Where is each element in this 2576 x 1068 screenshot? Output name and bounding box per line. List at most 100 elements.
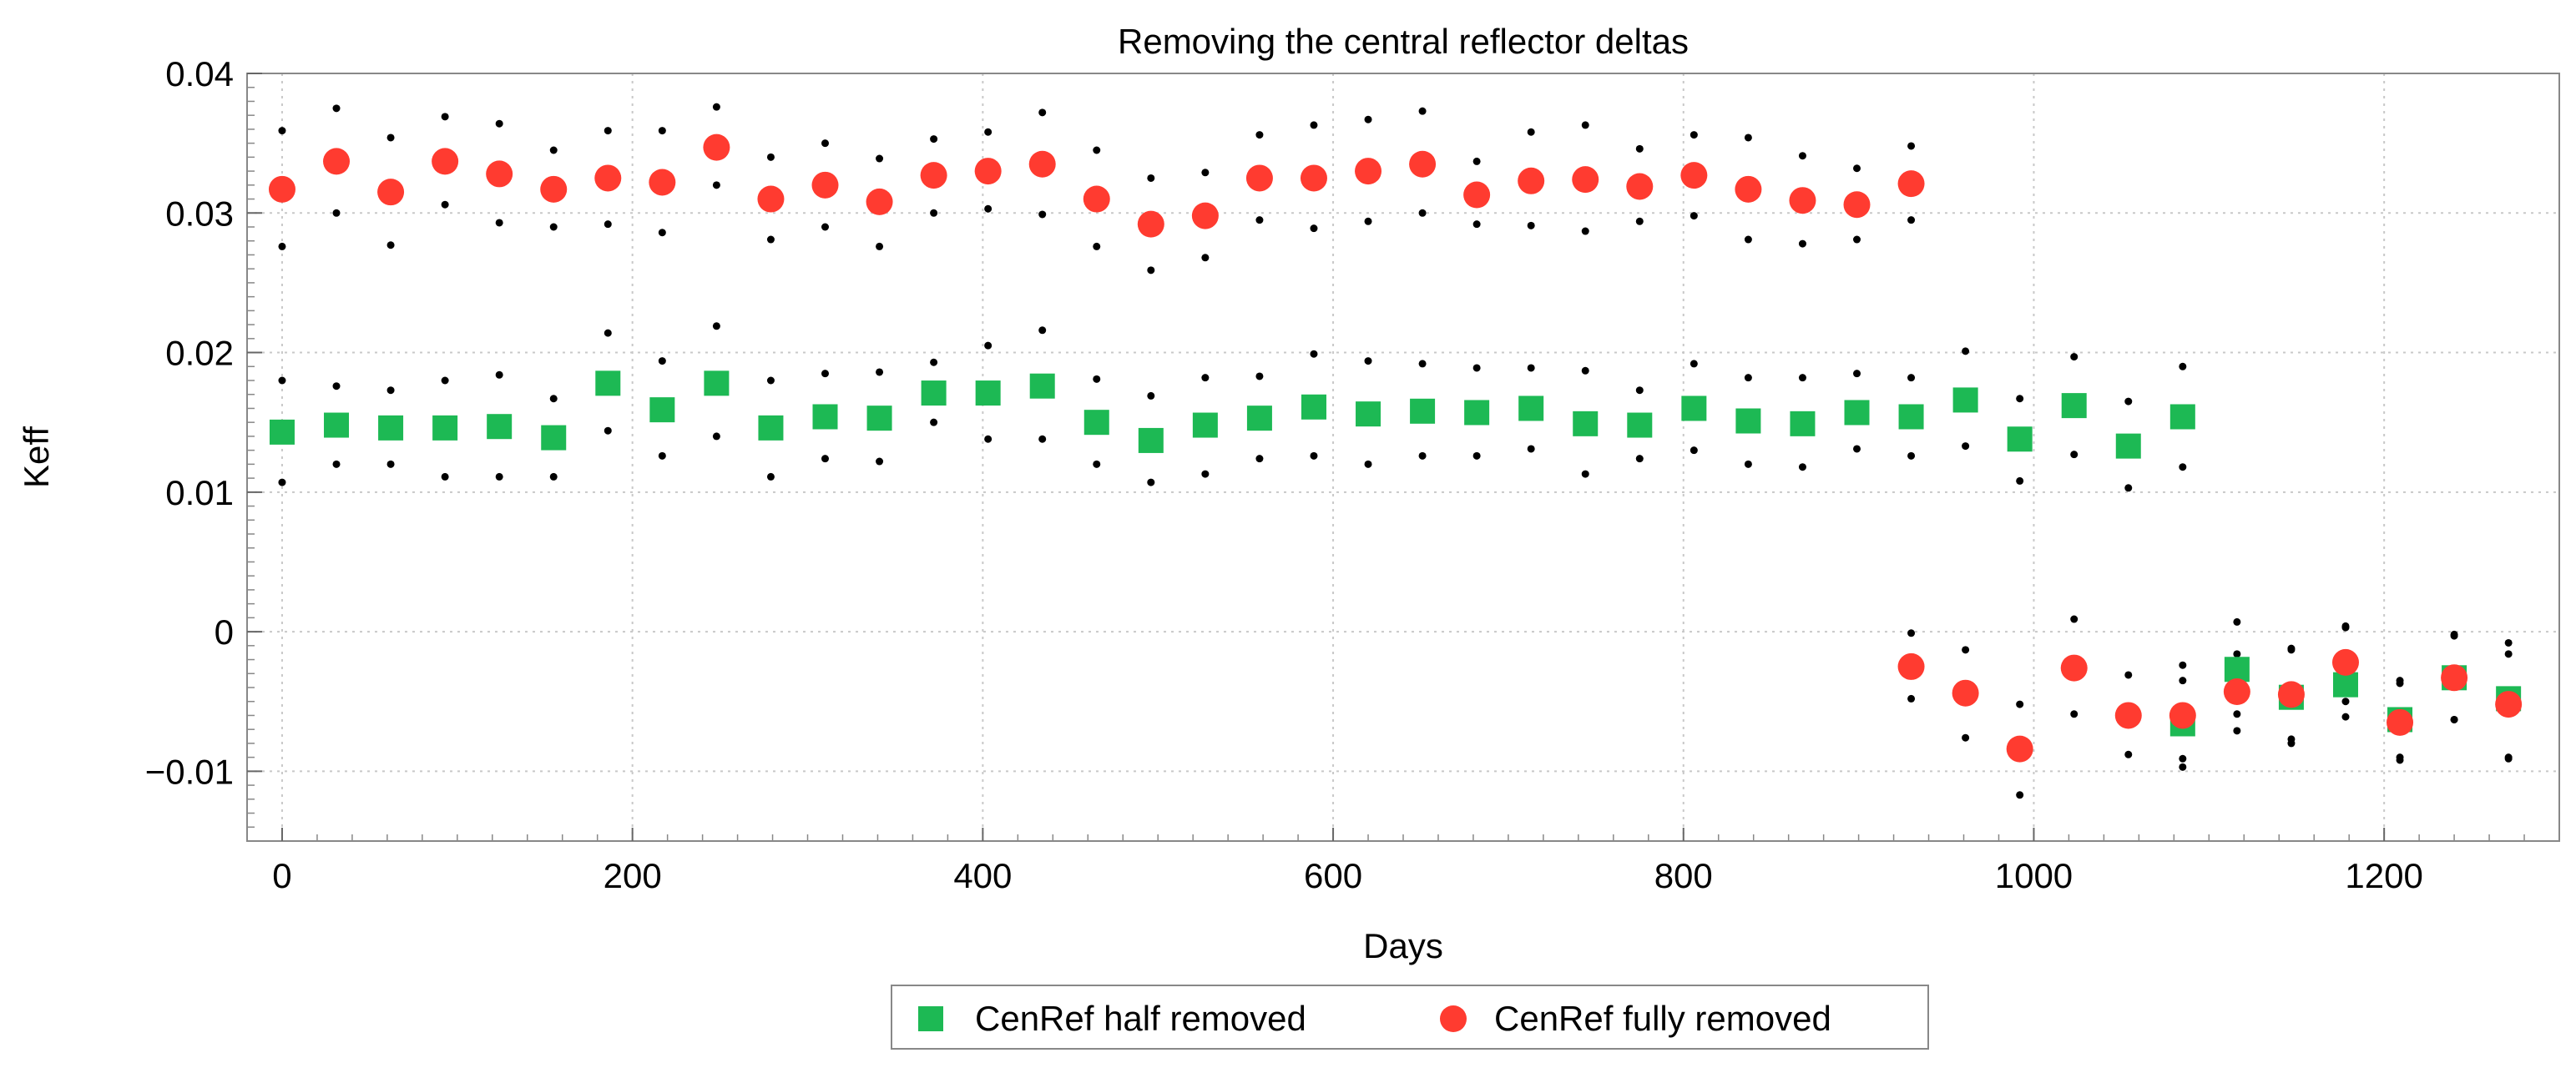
point-fully-removed [2495, 691, 2523, 718]
error-bound-dot [2233, 617, 2241, 626]
error-bound-dot [2504, 638, 2513, 647]
error-bound-dot [1093, 242, 1101, 250]
point-fully-removed [1897, 652, 1925, 680]
error-bound-dot [1962, 733, 1970, 742]
grid [247, 73, 2559, 841]
error-bound-dot [2070, 353, 2078, 361]
error-bound-dot [2341, 698, 2350, 706]
error-bound-dot [1147, 391, 1155, 400]
point-fully-removed [540, 175, 568, 203]
point-half-removed [1246, 406, 1272, 431]
error-bound-dot [2016, 700, 2024, 708]
error-bound-dot [2179, 362, 2187, 370]
point-fully-removed [486, 160, 513, 188]
error-bound-dot [1527, 364, 1535, 372]
point-fully-removed [703, 134, 730, 161]
error-bound-dot [386, 460, 395, 468]
plot-frame [246, 73, 2560, 842]
point-fully-removed [1735, 175, 1762, 203]
point-fully-removed [1626, 173, 1654, 200]
point-half-removed [758, 415, 784, 441]
point-half-removed [1301, 394, 1326, 420]
error-bound-dot [2124, 671, 2133, 679]
error-bound-dot [930, 209, 938, 217]
point-half-removed [378, 415, 404, 441]
error-bound-dot [1472, 364, 1481, 372]
error-bound-dot [1310, 224, 1318, 233]
error-bound-dot [821, 139, 829, 148]
error-bound-dot [386, 241, 395, 249]
error-bound-dot [1418, 451, 1427, 460]
error-bound-dot [1147, 478, 1155, 486]
y-tick-label: 0.03 [165, 194, 234, 233]
error-bound-dot [1635, 217, 1644, 225]
error-bound-dot [2450, 715, 2458, 723]
error-bound-dot [1581, 121, 1589, 129]
point-fully-removed [594, 164, 622, 192]
error-bound-dot [1093, 375, 1101, 383]
point-fully-removed [1572, 166, 1599, 194]
point-half-removed [1844, 400, 1870, 426]
error-bound-dot [1255, 216, 1264, 224]
error-bound-dot [1038, 326, 1047, 335]
point-half-removed [432, 415, 458, 441]
point-fully-removed [2387, 708, 2414, 736]
error-bound-dot [984, 128, 993, 136]
x-tick-label: 400 [953, 856, 1012, 895]
error-bound-dot [2396, 677, 2404, 685]
error-bound-dot [604, 220, 612, 229]
point-fully-removed [2169, 702, 2196, 729]
error-bound-dot [2016, 791, 2024, 799]
error-bound-dot [495, 370, 503, 379]
error-bound-dot [549, 472, 558, 481]
point-fully-removed [2114, 702, 2142, 729]
point-half-removed [324, 412, 350, 438]
point-fully-removed [757, 185, 785, 213]
error-bound-dot [1744, 235, 1752, 244]
error-bound-dot [2124, 397, 2133, 406]
error-bound-dot [549, 146, 558, 154]
error-bound-dot [1310, 350, 1318, 358]
error-bound-dot [2233, 727, 2241, 735]
error-bound-dot [930, 418, 938, 426]
error-bound-dot [2233, 710, 2241, 718]
error-bound-dot [2179, 754, 2187, 763]
error-bound-dot [1853, 235, 1861, 244]
error-bound-dot [1255, 372, 1264, 380]
error-bound-dot [1853, 370, 1861, 378]
point-half-removed [704, 370, 730, 396]
error-bound-dot [1038, 210, 1047, 219]
error-bound-dot [2504, 650, 2513, 658]
point-half-removed [541, 425, 567, 451]
error-bound-dot [1472, 451, 1481, 460]
point-fully-removed [1191, 202, 1219, 229]
error-bound-dot [1147, 174, 1155, 182]
error-bound-dot [604, 329, 612, 337]
x-tick-label: 800 [1654, 856, 1713, 895]
point-fully-removed [432, 148, 459, 175]
error-bound-dot [2016, 476, 2024, 485]
point-half-removed [1410, 398, 1436, 424]
error-bound-dot [1798, 152, 1806, 160]
point-half-removed [1790, 411, 1816, 436]
point-fully-removed [2441, 664, 2468, 692]
legend-box [891, 985, 1929, 1050]
error-bound-dot [1690, 360, 1698, 368]
point-half-removed [1627, 412, 1653, 438]
error-bound-dot [1527, 445, 1535, 453]
error-bound-dot [1418, 107, 1427, 115]
error-bound-dot [1472, 220, 1481, 229]
error-bound-dot [332, 382, 341, 390]
point-fully-removed [1245, 164, 1273, 192]
point-half-removed [1464, 400, 1490, 426]
legend-label-fully-removed: CenRef fully removed [1494, 999, 1831, 1038]
error-bound-dot [2341, 713, 2350, 721]
error-bound-dot [2070, 710, 2078, 718]
error-bound-dot [2179, 661, 2187, 669]
error-bound-dot [1798, 239, 1806, 248]
error-bound-dot [1962, 646, 1970, 654]
point-fully-removed [1680, 162, 1708, 189]
error-bound-dot [1201, 254, 1210, 262]
point-fully-removed [1083, 185, 1110, 213]
point-fully-removed [974, 158, 1002, 185]
